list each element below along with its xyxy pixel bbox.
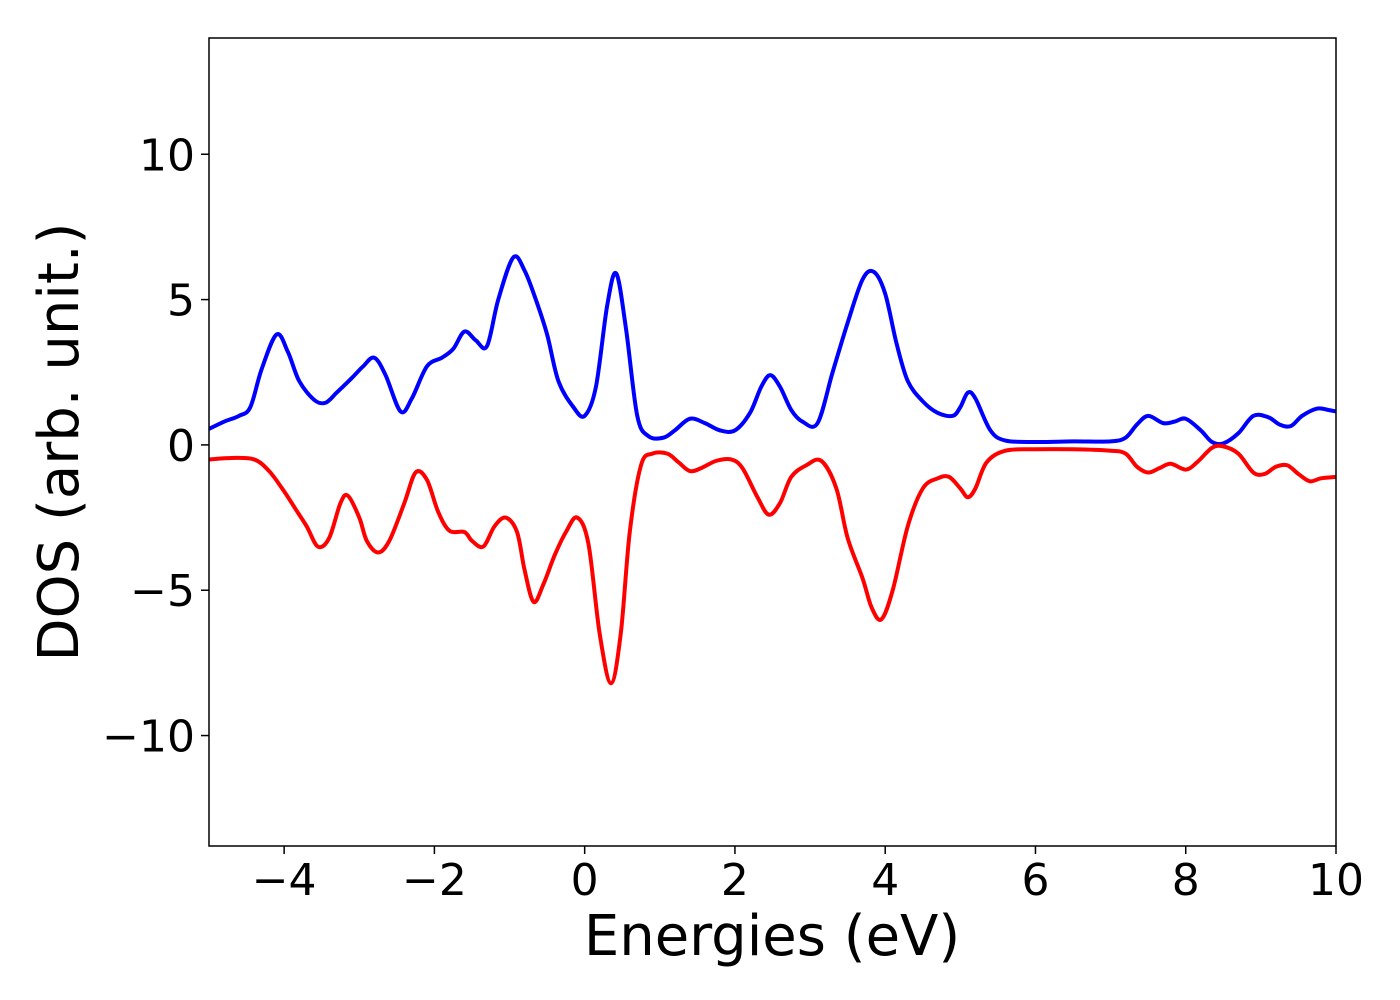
- y-tick-label: 5: [167, 276, 195, 327]
- x-tick-label: 4: [871, 855, 899, 906]
- y-tick-label: 0: [167, 421, 195, 472]
- y-axis-label: DOS (arb. unit.): [27, 222, 92, 661]
- x-axis-label: Energies (eV): [584, 904, 960, 969]
- x-tick-label: −2: [402, 855, 467, 906]
- y-tick-label: 10: [139, 130, 195, 181]
- x-tick-label: 8: [1172, 855, 1200, 906]
- plot-frame: [208, 37, 1337, 847]
- y-axis-ticks: −10 −5 0 5 10: [102, 130, 209, 763]
- x-tick-label: 0: [571, 855, 599, 906]
- series-layer: [209, 254, 1336, 686]
- series-line-spin-up: [209, 254, 1336, 447]
- x-tick-label: 10: [1308, 855, 1364, 906]
- x-tick-label: 6: [1021, 855, 1049, 906]
- y-tick-label: −5: [130, 566, 195, 617]
- x-axis-ticks: −4 −2 0 2 4 6 8 10: [252, 846, 1364, 906]
- x-tick-label: −4: [252, 855, 317, 906]
- x-tick-label: 2: [721, 855, 749, 906]
- series-line-spin-down: [209, 443, 1336, 686]
- y-tick-label: −10: [102, 712, 195, 763]
